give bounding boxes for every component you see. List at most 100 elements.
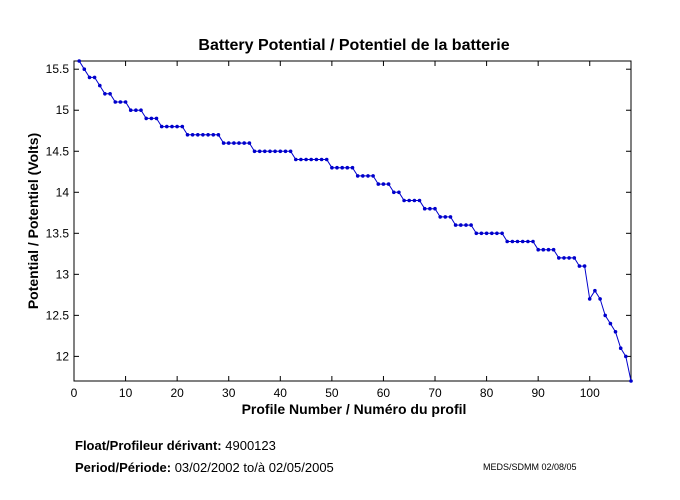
data-point — [479, 231, 484, 236]
data-point — [283, 149, 288, 154]
data-point — [474, 231, 479, 236]
data-point — [324, 157, 329, 162]
data-point — [232, 141, 236, 145]
data-point — [484, 231, 489, 236]
data-point — [118, 100, 123, 104]
data-point — [433, 206, 437, 211]
data-point — [87, 75, 92, 80]
data-point — [237, 141, 241, 145]
data-point — [577, 264, 582, 268]
data-point — [495, 231, 499, 236]
data-point — [92, 75, 97, 80]
y-tick-label: 14.5 — [46, 144, 70, 158]
data-point — [263, 149, 267, 154]
y-tick-label: 15 — [56, 103, 70, 117]
x-tick-label: 30 — [222, 386, 236, 400]
data-point — [216, 133, 221, 137]
data-point — [299, 157, 303, 162]
data-point — [381, 182, 386, 186]
data-point — [448, 215, 453, 219]
period-end: 02/05/2005 — [268, 460, 334, 475]
float-info: Float/Profileur dérivant: 4900123 — [75, 438, 276, 453]
x-tick-label: 20 — [170, 386, 184, 400]
period-start: 03/02/2002 — [174, 460, 240, 475]
data-point — [366, 174, 370, 178]
data-point — [123, 100, 128, 104]
data-point — [438, 215, 443, 219]
y-tick-label: 13.5 — [46, 226, 70, 240]
data-point — [603, 313, 607, 318]
data-point — [386, 182, 391, 186]
data-point — [531, 239, 535, 244]
data-point — [407, 198, 412, 203]
data-point — [185, 133, 190, 137]
data-point — [469, 223, 473, 227]
data-point — [520, 239, 525, 244]
data-point — [226, 141, 231, 145]
data-point — [551, 247, 556, 252]
data-point — [144, 116, 148, 121]
x-tick-label: 100 — [580, 386, 600, 400]
data-point — [557, 256, 561, 260]
data-point — [392, 190, 396, 195]
y-tick-label: 14 — [56, 185, 70, 199]
data-point — [618, 346, 623, 351]
y-axis-ticks: 12 12.5 13 13.5 14 14.5 15 15.5 — [46, 62, 631, 363]
data-point — [330, 165, 334, 170]
y-axis-label: Potential / Potentiel (Volts) — [25, 133, 41, 309]
data-point — [304, 157, 308, 162]
data-point — [361, 174, 365, 178]
data-point — [608, 321, 613, 326]
data-point — [536, 247, 540, 252]
data-point — [515, 239, 520, 244]
data-point — [350, 165, 355, 170]
data-point — [624, 354, 628, 359]
data-point — [139, 108, 143, 112]
data-point — [190, 133, 195, 137]
credit-text: MEDS/SDMM 02/08/05 — [483, 462, 577, 472]
data-point — [149, 116, 154, 121]
data-point — [134, 108, 138, 112]
data-point — [170, 124, 174, 129]
data-point — [443, 215, 448, 219]
data-point — [175, 124, 179, 129]
data-point — [314, 157, 319, 162]
x-tick-label: 90 — [531, 386, 545, 400]
data-point — [598, 297, 602, 301]
data-point — [294, 157, 298, 162]
data-point — [335, 165, 339, 170]
y-tick-label: 15.5 — [46, 62, 70, 76]
data-point — [567, 256, 571, 260]
data-point — [402, 198, 406, 203]
data-point — [562, 256, 566, 260]
y-tick-label: 13 — [56, 267, 70, 281]
data-point — [180, 124, 185, 129]
plot-frame — [73, 60, 632, 382]
data-point — [582, 264, 587, 268]
data-point — [257, 149, 262, 154]
data-point — [355, 174, 360, 178]
x-tick-label: 80 — [480, 386, 494, 400]
data-point — [459, 223, 463, 227]
period-info: Period/Période: 03/02/2002 to/à 02/05/20… — [75, 460, 334, 475]
battery-series — [77, 59, 633, 383]
data-point — [242, 141, 246, 145]
data-point — [77, 59, 81, 63]
data-point — [165, 124, 169, 129]
data-point — [154, 116, 159, 121]
x-tick-label: 0 — [71, 386, 78, 400]
data-point — [196, 133, 200, 137]
data-point — [206, 133, 210, 137]
data-point — [288, 149, 293, 154]
data-point — [376, 182, 381, 186]
data-point — [252, 149, 257, 154]
y-tick-label: 12.5 — [46, 308, 70, 322]
data-point — [309, 157, 314, 162]
period-separator: to/à — [243, 460, 266, 475]
data-point — [587, 297, 592, 301]
battery-potential-chart: Battery Potential / Potentiel de la batt… — [25, 37, 633, 417]
x-tick-label: 10 — [119, 386, 133, 400]
data-point — [98, 83, 102, 88]
x-tick-label: 40 — [274, 386, 288, 400]
x-axis-label: Profile Number / Numéro du profil — [242, 401, 467, 417]
